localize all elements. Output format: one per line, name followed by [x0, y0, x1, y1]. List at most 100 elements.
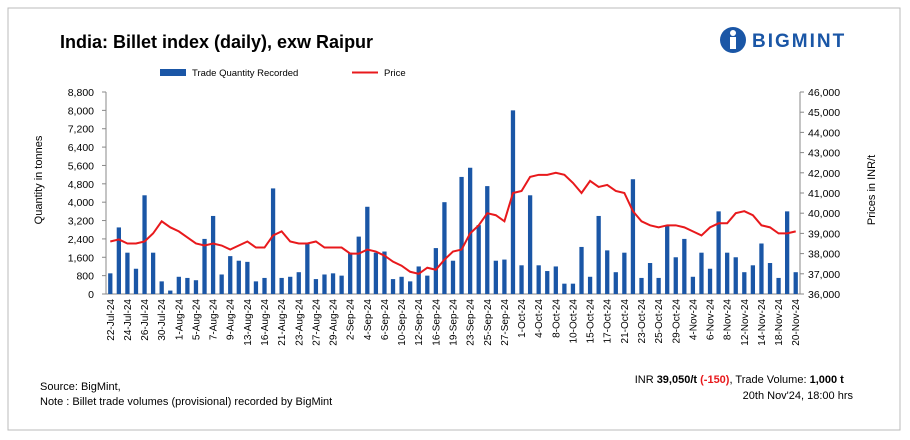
bar [742, 272, 747, 294]
summary-volume: 1,000 t [810, 374, 845, 386]
timestamp: 20th Nov'24, 18:00 hrs [743, 390, 854, 402]
y2-tick-label: 46,000 [808, 87, 840, 99]
bar [176, 276, 181, 294]
y-tick-label: 3,200 [68, 216, 94, 228]
bar [142, 195, 147, 294]
bar [750, 265, 756, 294]
y-tick-label: 800 [76, 271, 94, 283]
x-tick-label: 21-Oct-24 [620, 299, 631, 344]
x-tick-label: 4-Sep-24 [363, 299, 374, 341]
x-tick-label: 4-Nov-24 [688, 299, 699, 341]
bar [545, 271, 550, 294]
y-tick-label: 8,000 [68, 105, 94, 117]
y2-tick-label: 45,000 [808, 107, 840, 119]
bar [690, 276, 696, 294]
bar [630, 179, 636, 294]
y-tick-label: 6,400 [68, 142, 94, 154]
x-tick-label: 23-Oct-24 [637, 299, 648, 344]
y-tick-label: 2,400 [68, 234, 94, 246]
bar [665, 225, 670, 294]
y-tick-label: 7,200 [68, 124, 94, 136]
x-tick-label: 24-Jul-24 [123, 299, 134, 341]
x-tick-label: 18-Nov-24 [774, 299, 785, 346]
bar [459, 176, 464, 294]
bar [245, 261, 250, 294]
bar [605, 250, 610, 294]
bar [442, 202, 447, 294]
y2-tick-label: 43,000 [808, 148, 840, 160]
source: Source: BigMint, [40, 381, 121, 393]
bar [288, 276, 293, 294]
x-tick-label: 22-Jul-24 [106, 299, 117, 341]
bar [450, 260, 456, 294]
x-tick-label: 6-Sep-24 [380, 299, 391, 341]
bar [476, 225, 481, 294]
bar [647, 263, 653, 294]
y-tick-label: 0 [88, 289, 94, 301]
bar [313, 279, 319, 294]
bar [253, 281, 259, 294]
bar [510, 110, 516, 294]
x-tick-label: 2-Sep-24 [346, 299, 357, 341]
bar [339, 275, 344, 294]
bar [408, 281, 413, 294]
y2-axis-label: Prices in INR/t [866, 155, 878, 225]
bar [202, 238, 207, 294]
y-tick-label: 4,800 [68, 179, 94, 191]
bar [296, 272, 301, 294]
bar [433, 248, 439, 294]
bar [519, 265, 524, 294]
x-tick-label: 14-Nov-24 [757, 299, 768, 346]
x-tick-label: 30-Jul-24 [157, 299, 168, 341]
bar [116, 227, 121, 294]
bar [270, 188, 276, 294]
bar [210, 215, 216, 294]
bar [707, 268, 713, 294]
bar [399, 276, 404, 294]
x-tick-label: 19-Sep-24 [449, 299, 460, 346]
x-tick-label: 25-Oct-24 [654, 299, 665, 344]
x-tick-label: 12-Sep-24 [414, 299, 425, 346]
bar [125, 252, 130, 294]
x-tick-label: 26-Jul-24 [140, 299, 151, 341]
bar [133, 268, 139, 294]
x-tick-label: 4-Oct-24 [534, 299, 545, 338]
bar [716, 211, 721, 294]
summary-change: (-150) [697, 374, 730, 386]
frame [7, 7, 901, 431]
bar [228, 256, 233, 294]
x-tick-label: 23-Sep-24 [466, 299, 477, 346]
y2-tick-label: 40,000 [808, 208, 840, 220]
bar [493, 260, 498, 294]
bar [159, 281, 164, 294]
x-tick-label: 8-Oct-24 [551, 299, 562, 338]
bar [776, 277, 781, 294]
bar [673, 257, 678, 294]
bar [322, 274, 327, 294]
summary-part: INR [635, 374, 657, 386]
bar [390, 279, 396, 294]
x-tick-label: 20-Nov-24 [791, 299, 802, 346]
y-tick-label: 1,600 [68, 252, 94, 264]
y2-tick-label: 39,000 [808, 228, 840, 240]
legend-swatch [160, 69, 186, 76]
y-tick-label: 5,600 [68, 160, 94, 172]
bar [262, 277, 267, 294]
x-tick-label: 25-Sep-24 [483, 299, 494, 346]
bar [185, 277, 190, 294]
bar [305, 243, 310, 294]
y2-tick-label: 38,000 [808, 249, 840, 261]
logo-text: BIGMINT [752, 31, 846, 52]
bar [639, 277, 644, 294]
bar [527, 195, 533, 294]
x-tick-label: 16-Aug-24 [260, 299, 271, 346]
y-tick-label: 4,000 [68, 197, 94, 209]
y2-tick-label: 37,000 [808, 269, 840, 281]
bar [193, 280, 199, 294]
x-tick-label: 1-Oct-24 [517, 299, 528, 338]
note: Note : Billet trade volumes (provisional… [40, 396, 332, 408]
bar [219, 274, 224, 294]
x-tick-label: 27-Aug-24 [311, 299, 322, 346]
bar [536, 265, 541, 294]
x-tick-label: 1-Aug-24 [174, 299, 185, 341]
